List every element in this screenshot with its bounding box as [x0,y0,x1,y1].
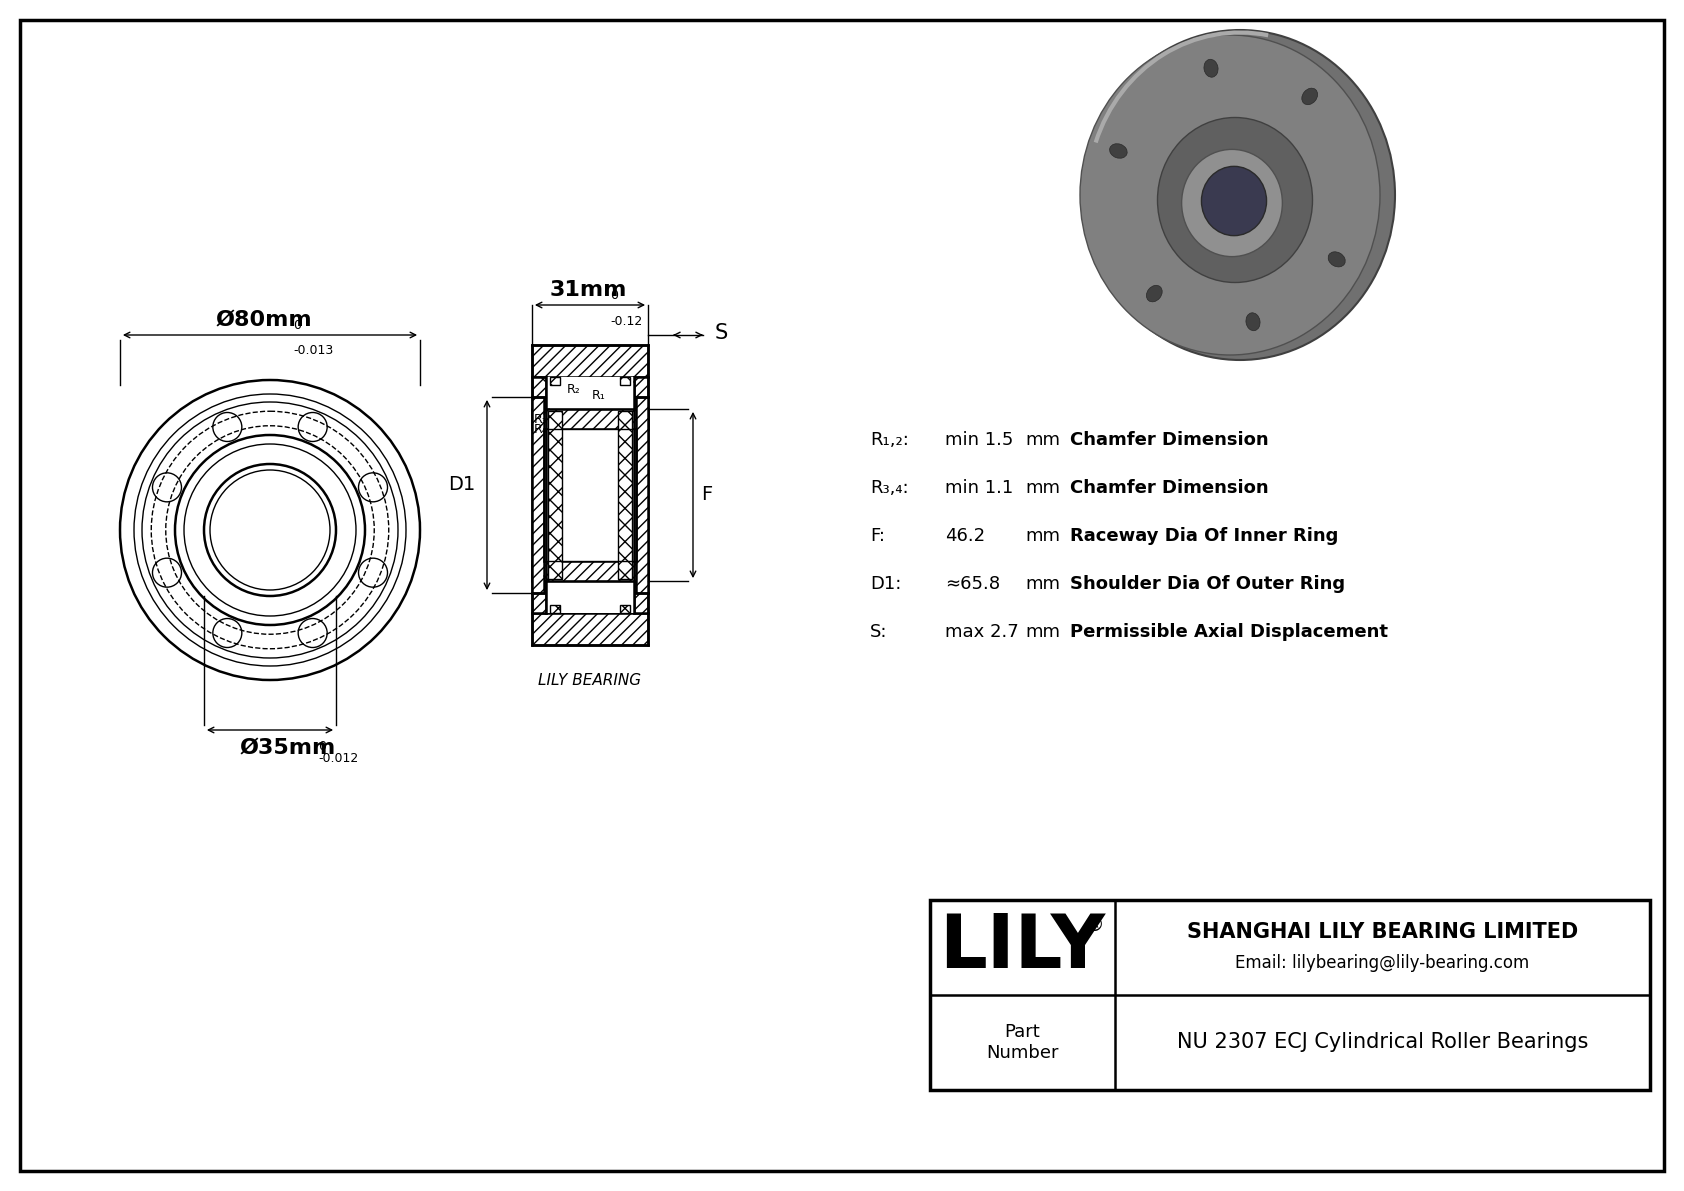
Text: D1: D1 [448,475,475,494]
Text: 0: 0 [293,319,301,332]
Text: Ø80mm: Ø80mm [216,310,312,330]
Ellipse shape [1182,149,1283,256]
Text: NU 2307 ECJ Cylindrical Roller Bearings: NU 2307 ECJ Cylindrical Roller Bearings [1177,1033,1588,1053]
Text: mm: mm [1026,623,1059,641]
Text: R₃,₄:: R₃,₄: [871,479,909,497]
Text: Email: lilybearing@lily-bearing.com: Email: lilybearing@lily-bearing.com [1236,954,1529,973]
Text: R₄: R₄ [534,423,547,436]
Text: LILY: LILY [940,911,1106,984]
Bar [546,378,633,613]
Text: SHANGHAI LILY BEARING LIMITED: SHANGHAI LILY BEARING LIMITED [1187,922,1578,942]
Bar [637,397,648,593]
Text: Chamfer Dimension: Chamfer Dimension [1069,431,1268,449]
Bar [547,411,562,579]
Text: S:: S: [871,623,887,641]
Ellipse shape [1157,118,1312,282]
Bar [633,378,648,613]
Text: D1:: D1: [871,575,901,593]
Bar [532,345,648,378]
Bar [544,429,637,561]
Bar [532,378,546,613]
Ellipse shape [1201,167,1266,236]
Bar [620,378,630,385]
Text: mm: mm [1026,575,1059,593]
Text: mm: mm [1026,526,1059,545]
Ellipse shape [1302,88,1317,105]
Text: ®: ® [1084,916,1105,935]
Bar [551,378,561,385]
Ellipse shape [1246,313,1260,331]
Text: R₃: R₃ [534,413,547,426]
Text: Permissible Axial Displacement: Permissible Axial Displacement [1069,623,1388,641]
Bar [930,900,1650,1090]
Text: R₂: R₂ [566,384,579,395]
Ellipse shape [1084,30,1394,360]
Text: -0.012: -0.012 [318,752,359,765]
Bar [532,397,544,593]
Text: Ø35mm: Ø35mm [241,738,337,757]
Text: 0: 0 [610,289,618,303]
Bar [532,561,648,581]
Text: Raceway Dia Of Inner Ring: Raceway Dia Of Inner Ring [1069,526,1339,545]
Text: 46.2: 46.2 [945,526,985,545]
Text: 31mm: 31mm [551,280,628,300]
Text: -0.013: -0.013 [293,344,333,357]
Text: mm: mm [1026,479,1059,497]
Text: min 1.5: min 1.5 [945,431,1014,449]
Text: 0: 0 [318,740,327,753]
Bar [532,613,648,646]
Text: Shoulder Dia Of Outer Ring: Shoulder Dia Of Outer Ring [1069,575,1346,593]
Ellipse shape [1204,60,1218,77]
Ellipse shape [1329,251,1346,267]
Ellipse shape [1110,144,1127,158]
Bar [532,409,648,429]
Text: F: F [701,486,712,505]
Text: max 2.7: max 2.7 [945,623,1019,641]
Text: R₁,₂:: R₁,₂: [871,431,909,449]
Text: F:: F: [871,526,886,545]
Text: min 1.1: min 1.1 [945,479,1014,497]
Text: -0.12: -0.12 [610,314,642,328]
Bar [620,605,630,613]
Text: LILY BEARING: LILY BEARING [539,673,642,688]
Text: S: S [716,323,727,343]
Text: Chamfer Dimension: Chamfer Dimension [1069,479,1268,497]
Text: mm: mm [1026,431,1059,449]
Text: ≈65.8: ≈65.8 [945,575,1000,593]
Ellipse shape [1079,35,1379,355]
Text: Part
Number: Part Number [987,1023,1059,1062]
Bar [618,411,632,579]
Text: R₁: R₁ [593,389,606,403]
Bar [551,605,561,613]
Ellipse shape [1147,286,1162,301]
